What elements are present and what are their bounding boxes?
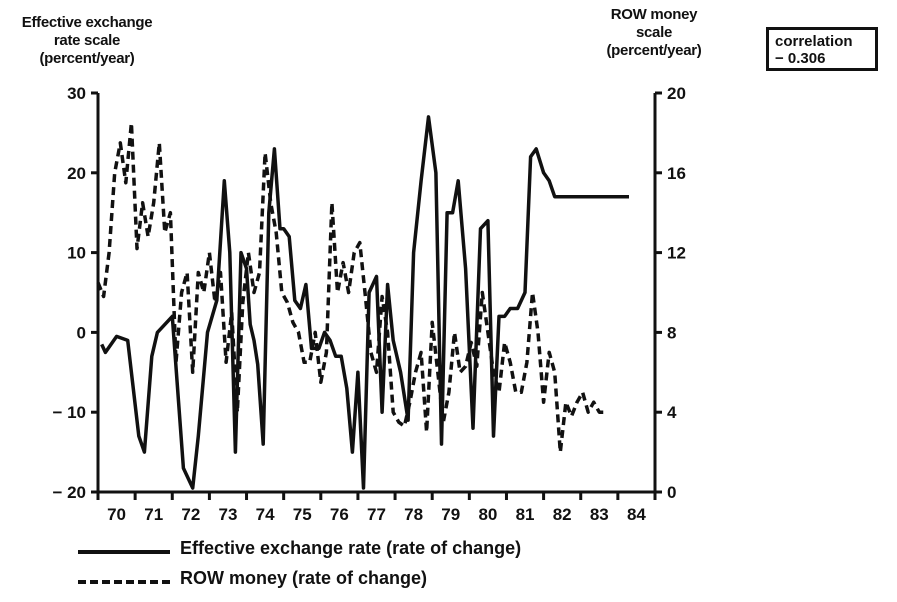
right-tick-label: 16 (667, 164, 686, 183)
right-axis-title-line: ROW money (610, 6, 698, 23)
x-tick-label: 76 (330, 505, 349, 524)
right-axis-title-line: scale (635, 24, 673, 41)
left-tick-label: − 20 (52, 483, 86, 502)
left-axis-title-line: (percent/year) (39, 50, 135, 67)
legend-label-row-money: ROW money (rate of change) (180, 568, 428, 588)
left-tick-label: 20 (67, 164, 86, 183)
row-money-line (96, 121, 605, 454)
legend-label-exchange: Effective exchange rate (rate of change) (180, 538, 522, 558)
x-tick-label: 71 (144, 505, 163, 524)
legend-item-row-money: ROW money (rate of change) (78, 566, 678, 596)
correlation-value: − 0.306 (775, 50, 826, 67)
x-tick-label: 81 (516, 505, 535, 524)
right-tick-label: 12 (667, 244, 686, 263)
left-tick-label: 0 (77, 323, 86, 342)
correlation-label: correlation (775, 33, 853, 50)
right-tick-label: 0 (667, 483, 676, 502)
right-axis-title: ROW money scale (percent/year) (584, 6, 724, 60)
left-tick-label: 10 (67, 244, 86, 263)
legend: Effective exchange rate (rate of change)… (78, 536, 678, 596)
x-tick-label: 72 (181, 505, 200, 524)
x-tick-label: 82 (553, 505, 572, 524)
left-tick-label: − 10 (52, 403, 86, 422)
legend-item-exchange: Effective exchange rate (rate of change) (78, 536, 678, 566)
right-tick-label: 20 (667, 84, 686, 103)
x-tick-label: 73 (219, 505, 238, 524)
right-tick-label: 8 (667, 323, 676, 342)
right-axis-title-line: (percent/year) (606, 42, 702, 59)
left-tick-label: 30 (67, 84, 86, 103)
left-axis-title-line: rate scale (53, 32, 121, 49)
x-tick-label: 83 (590, 505, 609, 524)
correlation-box: correlation − 0.306 (766, 27, 878, 71)
x-tick-label: 84 (627, 505, 646, 524)
x-tick-label: 70 (107, 505, 126, 524)
left-axis-title-line: Effective exchange (21, 14, 153, 31)
x-tick-label: 80 (478, 505, 497, 524)
right-tick-label: 4 (667, 403, 677, 422)
x-tick-label: 78 (404, 505, 423, 524)
x-tick-label: 74 (256, 505, 275, 524)
legend-solid-swatch (78, 550, 170, 554)
x-tick-label: 77 (367, 505, 386, 524)
left-axis-title: Effective exchange rate scale (percent/y… (2, 14, 172, 68)
x-tick-label: 75 (293, 505, 312, 524)
x-tick-label: 79 (441, 505, 460, 524)
legend-dashed-swatch (78, 580, 170, 584)
